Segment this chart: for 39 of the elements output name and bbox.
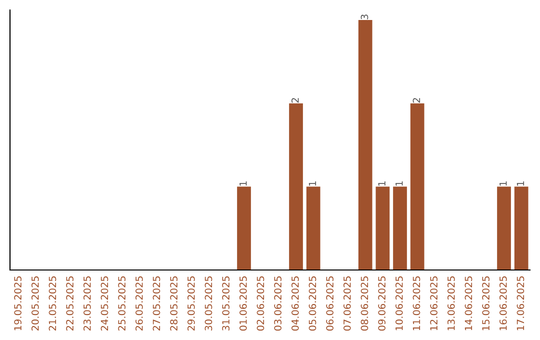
- data-label: 1: [378, 181, 386, 186]
- x-tick-label: 24.05.2025: [100, 276, 108, 331]
- x-tick-label: 30.05.2025: [204, 276, 212, 330]
- x-tick-label: 25.05.2025: [118, 276, 126, 331]
- data-label: 1: [516, 181, 524, 186]
- x-tick-label: 15.06.2025: [482, 276, 490, 330]
- x-tick-label: 12.06.2025: [430, 276, 438, 330]
- x-tick-label: 19.05.2025: [14, 276, 22, 330]
- x-tick-label: 23.05.2025: [83, 276, 91, 331]
- x-tick-label: 07.06.2025: [343, 276, 351, 331]
- x-tick-label: 04.06.2025: [291, 276, 299, 331]
- data-label: 1: [308, 181, 316, 186]
- x-tick-label: 11.06.2025: [412, 276, 420, 330]
- x-tick-label: 09.06.2025: [378, 276, 386, 331]
- x-tick-label: 20.05.2025: [31, 276, 39, 331]
- x-tick-label: 28.05.2025: [170, 276, 178, 331]
- x-tick-label: 31.05.2025: [222, 276, 230, 330]
- x-tick-label: 01.06.2025: [239, 276, 247, 331]
- data-label: 2: [412, 98, 420, 103]
- data-label: 1: [396, 181, 403, 186]
- data-label: 1: [500, 181, 507, 186]
- x-tick-label: 29.05.2025: [187, 276, 195, 331]
- x-tick-label: 17.06.2025: [516, 276, 524, 330]
- x-tick-label: 10.06.2025: [395, 276, 403, 330]
- x-tick-label: 27.05.2025: [152, 276, 160, 331]
- x-tick-label: 02.06.2025: [256, 276, 264, 331]
- x-tick-label: 26.05.2025: [135, 276, 143, 331]
- data-label: 1: [240, 181, 247, 186]
- x-tick-label: 16.06.2025: [499, 276, 507, 330]
- x-tick-label: 06.06.2025: [326, 276, 334, 331]
- x-tick-label: 14.06.2025: [464, 276, 472, 330]
- x-tick-label: 22.05.2025: [66, 276, 74, 331]
- x-tick-label: 21.05.2025: [48, 276, 56, 331]
- x-tick-label: 05.06.2025: [308, 276, 316, 331]
- x-tick-label: 08.06.2025: [360, 276, 368, 331]
- x-tick-label: 13.06.2025: [447, 276, 455, 330]
- x-tick-label: 03.06.2025: [274, 276, 282, 331]
- data-label: 3: [360, 14, 368, 20]
- data-label: 2: [291, 98, 299, 103]
